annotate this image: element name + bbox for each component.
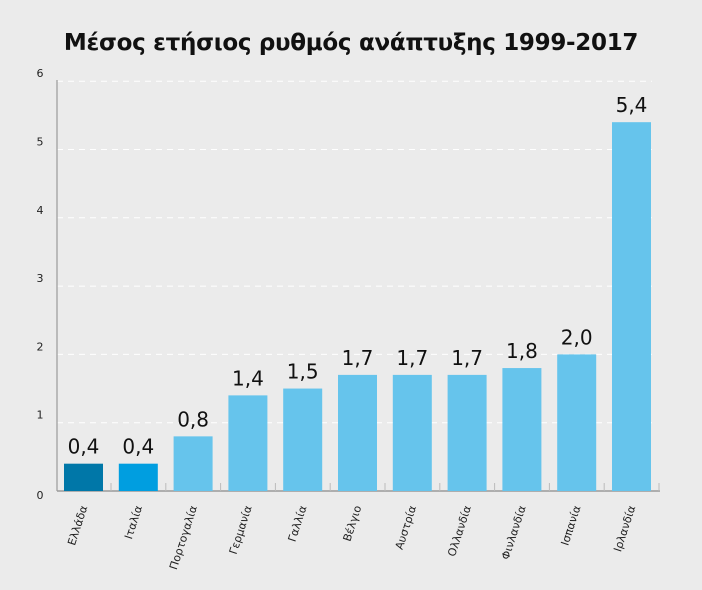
data-label: 0,4 [122, 435, 154, 459]
bar [612, 122, 651, 492]
x-tick-label: Γερμανία [227, 504, 255, 556]
bar [64, 463, 103, 491]
y-tick-label: 3 [37, 272, 44, 285]
data-label: 5,4 [616, 93, 648, 117]
data-label: 1,7 [396, 346, 428, 370]
bar [228, 395, 268, 491]
bar [392, 374, 432, 491]
chart-title: Μέσος ετήσιος ρυθμός ανάπτυξης 1999-2017 [63, 30, 639, 56]
x-tick-label: Ιρλανδία [611, 504, 638, 554]
data-label: 1,7 [451, 346, 483, 370]
bar [502, 368, 542, 491]
data-label: 2,0 [561, 325, 593, 349]
bar [338, 374, 377, 491]
x-tick-label: Ισπανία [558, 504, 583, 547]
data-label: 1,8 [506, 339, 538, 363]
bar [118, 463, 158, 491]
y-tick-label: 1 [37, 409, 44, 422]
y-tick-label: 5 [37, 136, 44, 149]
bar [283, 388, 323, 491]
x-tick-label: Ολλανδία [445, 504, 474, 558]
data-label: 1,7 [342, 346, 374, 370]
x-tick-label: Φινλανδία [499, 504, 529, 561]
bar [447, 374, 487, 491]
bar [557, 354, 597, 491]
data-label: 1,4 [232, 366, 264, 390]
x-tick-label: Γαλλία [286, 504, 310, 544]
x-tick-label: Αυστρία [393, 504, 419, 551]
data-label: 0,4 [68, 435, 100, 459]
data-label: 0,8 [177, 407, 209, 431]
bar [173, 436, 213, 491]
y-tick-label: 4 [37, 204, 44, 217]
y-tick-label: 6 [37, 67, 44, 80]
x-tick-label: Ιταλία [122, 504, 145, 541]
x-tick-label: Βέλγιο [341, 504, 365, 543]
x-tick-label: Πορτογαλία [167, 504, 200, 571]
y-tick-label: 2 [37, 340, 44, 353]
y-tick-label: 0 [37, 489, 44, 502]
x-tick-label: Ελλάδα [65, 504, 90, 547]
data-label: 1,5 [287, 360, 319, 384]
